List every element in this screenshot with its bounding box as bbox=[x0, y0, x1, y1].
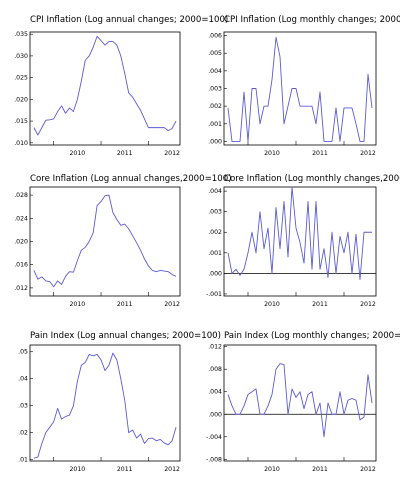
y-tick-label: .025 bbox=[14, 75, 28, 82]
series-line bbox=[227, 186, 372, 280]
panel-title: CPI Inflation (Log monthly changes; 2000… bbox=[224, 15, 400, 25]
x-tick-label: 2010 bbox=[264, 466, 280, 473]
y-tick-label: -.004 bbox=[206, 434, 222, 441]
panel-title: Pain Index (Log annual changes; 2000=100… bbox=[30, 331, 221, 341]
y-tick-label: .012 bbox=[14, 285, 28, 292]
y-tick-label: .02 bbox=[18, 430, 28, 437]
series-line bbox=[227, 363, 373, 438]
panel-title: Core Inflation (Log monthly changes,2000… bbox=[224, 174, 400, 184]
x-tick-label: 2012 bbox=[164, 301, 180, 308]
plot-frame bbox=[223, 344, 377, 462]
panel-pain-monthly: Pain Index (Log monthly changes; 2000=10… bbox=[206, 331, 400, 473]
y-tick-label: .016 bbox=[14, 262, 28, 269]
y-tick-label: .028 bbox=[14, 192, 28, 199]
x-tick-label: 2011 bbox=[312, 150, 328, 157]
y-tick-label: .008 bbox=[208, 366, 222, 373]
y-tick-label: .004 bbox=[208, 389, 222, 396]
series-line bbox=[33, 352, 177, 459]
panel-pain-annual: Pain Index (Log annual changes; 2000=100… bbox=[18, 331, 221, 473]
plot-frame bbox=[29, 344, 181, 462]
panel-cpi-monthly: CPI Inflation (Log monthly changes; 2000… bbox=[208, 15, 400, 157]
y-tick-label: .05 bbox=[18, 349, 28, 356]
y-tick-label: .024 bbox=[14, 215, 28, 222]
x-tick-label: 2012 bbox=[360, 301, 376, 308]
y-tick-label: .003 bbox=[208, 86, 222, 93]
panel-title: CPI Inflation (Log annual changes; 2000=… bbox=[30, 15, 228, 25]
x-tick-label: 2012 bbox=[164, 466, 180, 473]
y-tick-label: .003 bbox=[208, 209, 222, 216]
y-tick-label: .002 bbox=[208, 229, 222, 236]
series-line bbox=[33, 194, 177, 288]
x-tick-label: 2010 bbox=[264, 301, 280, 308]
x-tick-label: 2010 bbox=[69, 301, 85, 308]
plot-frame bbox=[29, 186, 181, 297]
x-tick-label: 2011 bbox=[312, 301, 328, 308]
x-tick-label: 2012 bbox=[360, 466, 376, 473]
panel-title: Pain Index (Log monthly changes; 2000=10… bbox=[224, 331, 400, 341]
y-tick-label: .005 bbox=[208, 50, 222, 57]
panel-core-monthly: Core Inflation (Log monthly changes,2000… bbox=[206, 174, 400, 308]
x-tick-label: 2011 bbox=[312, 466, 328, 473]
y-tick-label: .002 bbox=[208, 103, 222, 110]
series-line bbox=[33, 35, 177, 136]
x-tick-label: 2011 bbox=[117, 301, 133, 308]
x-tick-label: 2012 bbox=[360, 150, 376, 157]
y-tick-label: .01 bbox=[18, 457, 28, 464]
y-tick-label: .000 bbox=[208, 270, 222, 277]
y-tick-label: .035 bbox=[14, 31, 28, 38]
x-tick-label: 2012 bbox=[164, 150, 180, 157]
y-tick-label: .020 bbox=[14, 96, 28, 103]
y-tick-label: .03 bbox=[18, 403, 28, 410]
x-tick-label: 2010 bbox=[69, 150, 85, 157]
x-tick-label: 2011 bbox=[117, 150, 133, 157]
y-tick-label: .006 bbox=[208, 33, 222, 40]
panel-cpi-annual: CPI Inflation (Log annual changes; 2000=… bbox=[14, 15, 228, 157]
x-tick-label: 2011 bbox=[117, 466, 133, 473]
x-tick-label: 2010 bbox=[69, 466, 85, 473]
y-tick-label: .000 bbox=[208, 411, 222, 418]
panel-core-annual: Core Inflation (Log annual changes,2000=… bbox=[14, 174, 231, 308]
y-tick-label: -.008 bbox=[206, 456, 222, 463]
x-tick-label: 2010 bbox=[264, 150, 280, 157]
y-tick-label: .001 bbox=[208, 250, 222, 257]
series-line bbox=[227, 36, 373, 142]
plot-frame bbox=[29, 31, 181, 146]
y-tick-label: .015 bbox=[14, 118, 28, 125]
y-tick-label: .010 bbox=[14, 140, 28, 147]
y-tick-label: .030 bbox=[14, 53, 28, 60]
plot-frame bbox=[223, 186, 377, 297]
y-tick-label: .020 bbox=[14, 239, 28, 246]
y-tick-label: .012 bbox=[208, 344, 222, 351]
y-tick-label: .001 bbox=[208, 121, 222, 128]
y-tick-label: -.001 bbox=[206, 291, 222, 298]
panel-title: Core Inflation (Log annual changes,2000=… bbox=[30, 174, 232, 184]
y-tick-label: .04 bbox=[18, 376, 28, 383]
y-tick-label: .000 bbox=[208, 138, 222, 145]
y-tick-label: .004 bbox=[208, 188, 222, 195]
y-tick-label: .004 bbox=[208, 68, 222, 75]
